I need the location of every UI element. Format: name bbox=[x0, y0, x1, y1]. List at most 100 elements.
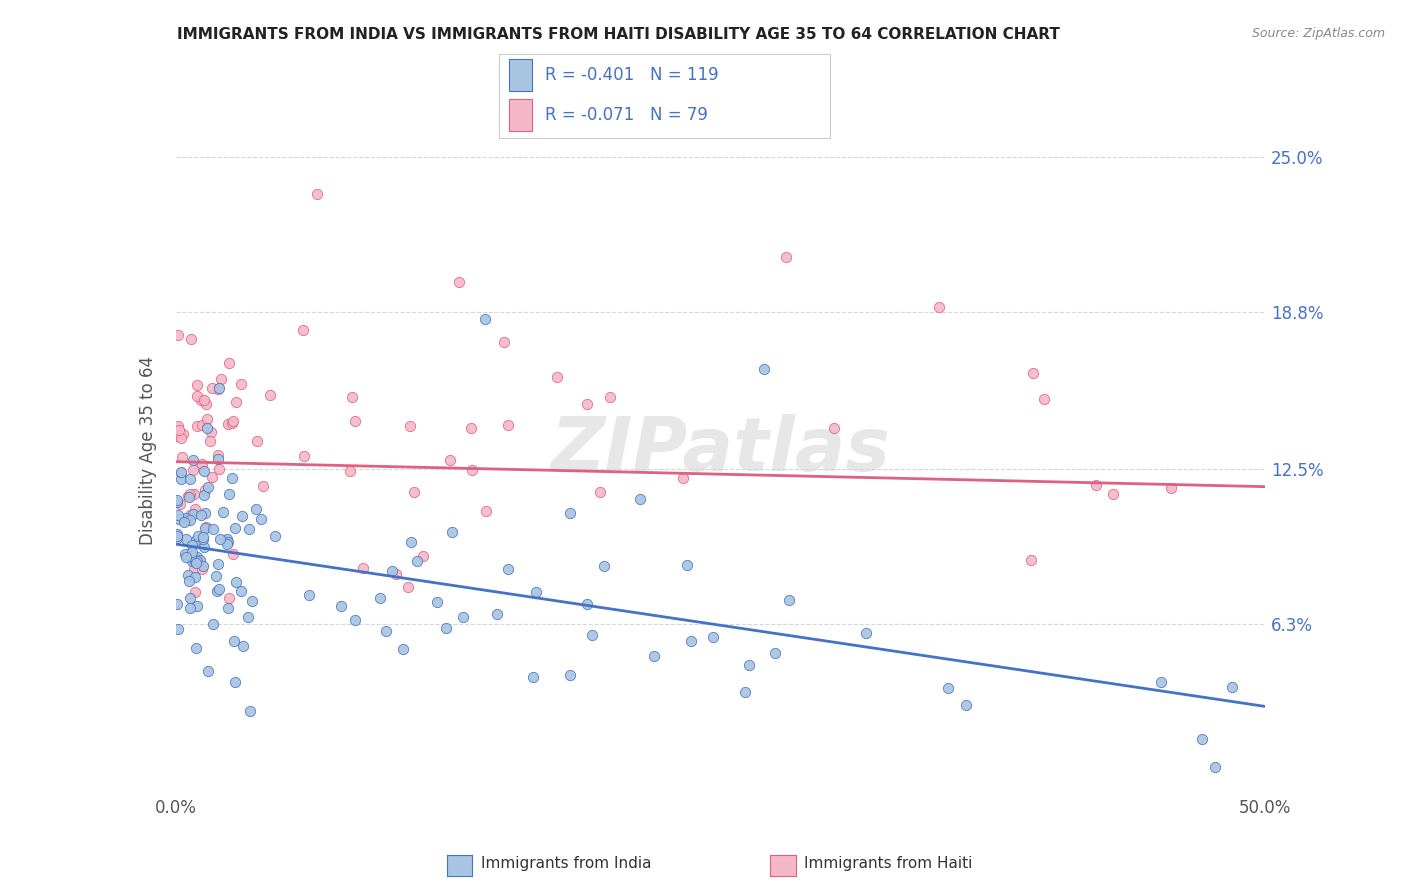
Point bbox=[169, 512, 191, 526]
Point bbox=[167, 508, 190, 523]
Point bbox=[775, 250, 797, 264]
Point bbox=[179, 487, 201, 501]
Point bbox=[558, 507, 581, 521]
Point bbox=[184, 501, 207, 516]
Point bbox=[193, 533, 215, 547]
Point bbox=[754, 362, 776, 376]
Point bbox=[232, 639, 254, 653]
Point bbox=[823, 420, 845, 434]
Point bbox=[169, 424, 191, 438]
Point bbox=[201, 470, 224, 484]
Point bbox=[344, 614, 367, 628]
Point bbox=[763, 646, 786, 660]
Point bbox=[193, 540, 215, 554]
Point bbox=[412, 549, 434, 563]
Point bbox=[174, 511, 197, 525]
Point bbox=[440, 525, 463, 540]
Point bbox=[208, 381, 231, 395]
Point bbox=[524, 584, 547, 599]
Point bbox=[392, 642, 415, 657]
Text: R = -0.401   N = 119: R = -0.401 N = 119 bbox=[546, 66, 718, 84]
Point bbox=[252, 479, 274, 493]
Point bbox=[1204, 759, 1226, 773]
Point bbox=[165, 429, 187, 443]
Point bbox=[181, 453, 204, 467]
Point bbox=[179, 591, 201, 606]
Point bbox=[180, 549, 202, 563]
Point bbox=[599, 390, 621, 404]
Point bbox=[174, 549, 197, 564]
Point bbox=[738, 657, 761, 672]
Point bbox=[671, 471, 693, 485]
Point bbox=[339, 464, 361, 478]
Point bbox=[218, 356, 240, 370]
Point bbox=[643, 649, 665, 664]
Point bbox=[191, 559, 214, 574]
Point bbox=[217, 600, 239, 615]
Point bbox=[434, 621, 457, 635]
Point bbox=[546, 370, 568, 384]
Point bbox=[225, 395, 247, 409]
Point bbox=[166, 529, 188, 543]
Point bbox=[207, 584, 229, 599]
Point bbox=[188, 553, 211, 567]
Point bbox=[177, 567, 200, 582]
Point bbox=[186, 378, 208, 392]
Point bbox=[179, 513, 201, 527]
Point bbox=[180, 332, 202, 346]
Point bbox=[172, 426, 194, 441]
Point bbox=[169, 497, 191, 511]
Point bbox=[342, 390, 364, 404]
Point bbox=[259, 388, 281, 402]
Point bbox=[681, 633, 703, 648]
Y-axis label: Disability Age 35 to 64: Disability Age 35 to 64 bbox=[139, 356, 157, 545]
Point bbox=[198, 434, 221, 448]
Point bbox=[218, 487, 240, 501]
Point bbox=[368, 591, 391, 605]
Point bbox=[170, 431, 193, 445]
Point bbox=[447, 275, 470, 289]
Point bbox=[176, 511, 198, 525]
Text: Immigrants from India: Immigrants from India bbox=[481, 856, 651, 871]
Point bbox=[245, 501, 267, 516]
Point bbox=[186, 419, 208, 434]
Point bbox=[406, 554, 429, 568]
Point bbox=[374, 624, 396, 639]
Point bbox=[581, 627, 603, 641]
Point bbox=[177, 489, 200, 503]
Text: Source: ZipAtlas.com: Source: ZipAtlas.com bbox=[1251, 27, 1385, 40]
Point bbox=[170, 472, 193, 486]
Point bbox=[207, 448, 229, 462]
Point bbox=[460, 463, 482, 477]
Point bbox=[194, 506, 217, 520]
Point bbox=[170, 465, 193, 479]
Point bbox=[494, 335, 516, 350]
Point bbox=[1150, 675, 1173, 690]
Point bbox=[676, 558, 699, 573]
Point bbox=[195, 397, 218, 411]
Point bbox=[734, 685, 756, 699]
Point bbox=[186, 640, 208, 655]
Point bbox=[184, 556, 207, 570]
Point bbox=[190, 508, 212, 522]
Point bbox=[207, 382, 229, 396]
Point bbox=[191, 530, 214, 544]
Point bbox=[181, 463, 204, 477]
Point bbox=[173, 515, 195, 529]
Point bbox=[191, 561, 214, 575]
FancyBboxPatch shape bbox=[509, 99, 533, 131]
Point bbox=[938, 681, 960, 695]
Point bbox=[193, 487, 215, 501]
Point bbox=[181, 544, 204, 558]
Point bbox=[239, 704, 262, 718]
Point bbox=[217, 537, 239, 551]
Point bbox=[955, 698, 977, 713]
Point bbox=[218, 591, 240, 606]
Point bbox=[177, 574, 200, 588]
Point bbox=[166, 418, 188, 433]
Point bbox=[344, 414, 367, 428]
Point bbox=[1019, 552, 1042, 566]
Point bbox=[186, 550, 208, 565]
Point bbox=[439, 453, 461, 467]
Point bbox=[229, 583, 252, 598]
